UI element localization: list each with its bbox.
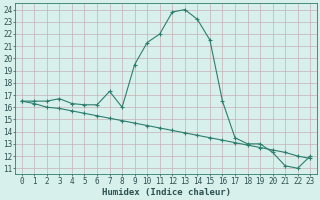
X-axis label: Humidex (Indice chaleur): Humidex (Indice chaleur) [101,188,230,197]
